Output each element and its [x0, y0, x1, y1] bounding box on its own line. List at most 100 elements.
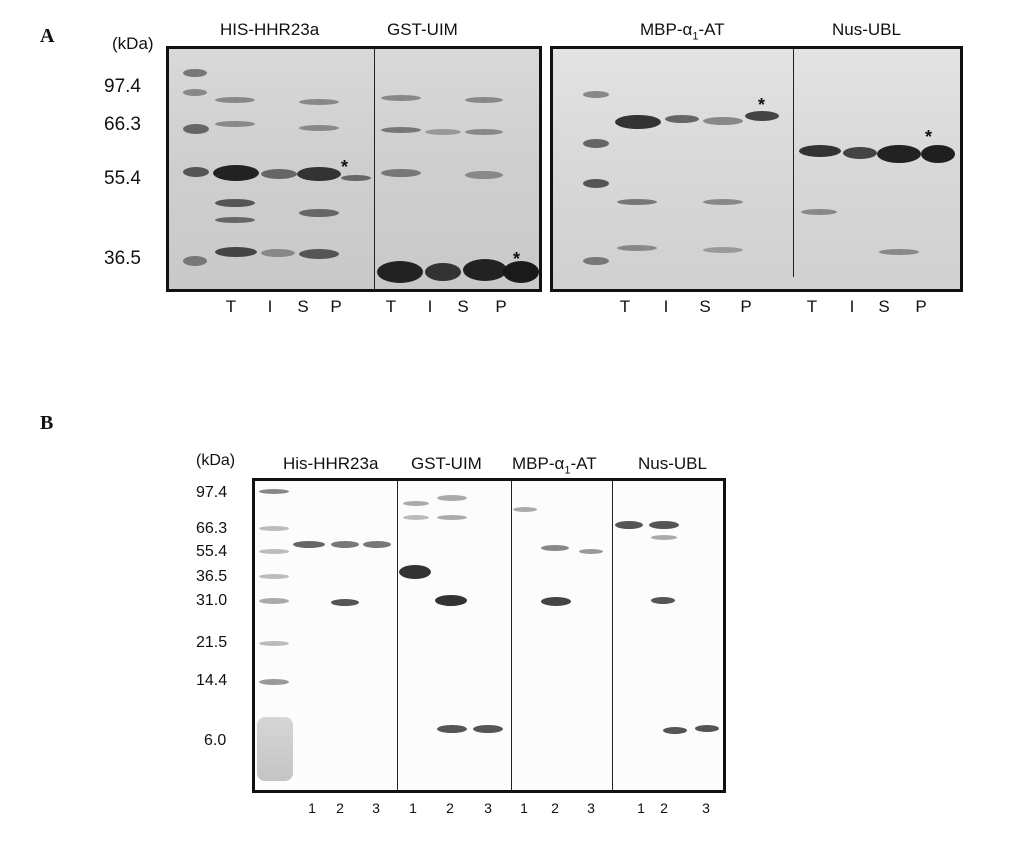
- panel-a-marker-66-3: 66.3: [104, 114, 141, 135]
- band: [183, 256, 207, 266]
- gel-b: [252, 478, 726, 793]
- band: [403, 501, 429, 506]
- band: [259, 526, 289, 531]
- lane-label: S: [878, 297, 890, 316]
- band: [503, 261, 539, 283]
- band: [425, 129, 461, 135]
- band: [259, 679, 289, 685]
- band: [651, 597, 675, 604]
- band: [261, 249, 295, 257]
- band: [381, 127, 421, 133]
- lane-label: 2: [446, 800, 454, 816]
- panel-b-marker-31-0: 31.0: [196, 592, 228, 609]
- band: [745, 111, 779, 121]
- gel-b-divider: [612, 481, 613, 790]
- band: [377, 261, 423, 283]
- band: [259, 598, 289, 604]
- band: [465, 97, 503, 103]
- lane-label: 2: [551, 800, 559, 816]
- band: [363, 541, 391, 548]
- panel-b-marker-14-4: 14.4: [196, 672, 228, 689]
- lane-label: 1: [520, 800, 528, 816]
- lane-label: 1: [409, 800, 417, 816]
- lane-label: 2: [660, 800, 668, 816]
- lane-label: 3: [587, 800, 595, 816]
- lane-label: S: [457, 297, 469, 316]
- band: [403, 515, 429, 520]
- band: [583, 179, 609, 188]
- lane-label: 1: [308, 800, 316, 816]
- band: [437, 515, 467, 520]
- band: [663, 727, 687, 734]
- gel-a-star-his-hhr23a: *: [341, 157, 349, 177]
- panel-b-unit-label: (kDa): [196, 452, 236, 469]
- lane-label: S: [699, 297, 711, 316]
- band: [921, 145, 955, 163]
- band: [293, 541, 325, 548]
- band: [183, 167, 209, 177]
- panel-a-construct-his-hhr23a: HIS-HHR23a: [220, 20, 320, 39]
- band: [615, 115, 661, 129]
- band: [695, 725, 719, 732]
- band: [465, 171, 503, 179]
- band: [183, 69, 207, 77]
- band: [183, 89, 207, 96]
- lane-label: I: [267, 297, 273, 316]
- gel-a-left-divider: [374, 49, 375, 289]
- band: [465, 129, 503, 135]
- band: [215, 217, 255, 223]
- band: [331, 541, 359, 548]
- panel-a-marker-36-5: 36.5: [104, 248, 141, 269]
- lane-label: P: [740, 297, 752, 316]
- band: [341, 175, 371, 181]
- lane-label: I: [849, 297, 855, 316]
- band: [877, 145, 921, 163]
- band: [579, 549, 603, 554]
- lane-label: S: [297, 297, 309, 316]
- panel-a-letter: A: [40, 25, 55, 47]
- band: [259, 641, 289, 646]
- band: [381, 169, 421, 177]
- band: [703, 117, 743, 125]
- panel-b-construct-his-hhr23a: His-HHR23a: [283, 454, 379, 473]
- gel-a-right-divider: [793, 49, 794, 277]
- band: [463, 259, 507, 281]
- lane-label: 3: [702, 800, 710, 816]
- band: [617, 245, 657, 251]
- band: [331, 599, 359, 606]
- band: [299, 249, 339, 259]
- gel-a-star-nus: *: [925, 127, 933, 147]
- band: [651, 535, 677, 540]
- band: [435, 595, 467, 606]
- band: [843, 147, 877, 159]
- band: [801, 209, 837, 215]
- gel-a-left: * *: [166, 46, 542, 292]
- band: [649, 521, 679, 529]
- gel-b-divider: [397, 481, 398, 790]
- lane-label: P: [915, 297, 927, 316]
- band: [425, 263, 461, 281]
- band: [215, 97, 255, 103]
- lane-label: I: [427, 297, 433, 316]
- band: [437, 495, 467, 501]
- band: [541, 597, 571, 606]
- panel-b-marker-55-4: 55.4: [196, 543, 228, 560]
- panel-b-marker-97-4: 97.4: [196, 484, 228, 501]
- band: [583, 91, 609, 98]
- panel-b-construct-nus-ubl: Nus-UBL: [638, 454, 707, 473]
- lane-label: 3: [484, 800, 492, 816]
- panel-b-letter: B: [40, 412, 54, 434]
- band: [213, 165, 259, 181]
- band: [259, 549, 289, 554]
- band: [583, 139, 609, 148]
- panel-b-construct-gst-uim: GST-UIM: [411, 454, 482, 473]
- gel-a-star-mbp: *: [758, 95, 766, 115]
- lane-label: I: [663, 297, 669, 316]
- band: [541, 545, 569, 551]
- lane-label: T: [385, 297, 397, 316]
- gel-b-divider: [511, 481, 512, 790]
- panel-b-marker-66-3: 66.3: [196, 520, 228, 537]
- band: [215, 247, 257, 257]
- band: [703, 247, 743, 253]
- lane-label: 2: [336, 800, 344, 816]
